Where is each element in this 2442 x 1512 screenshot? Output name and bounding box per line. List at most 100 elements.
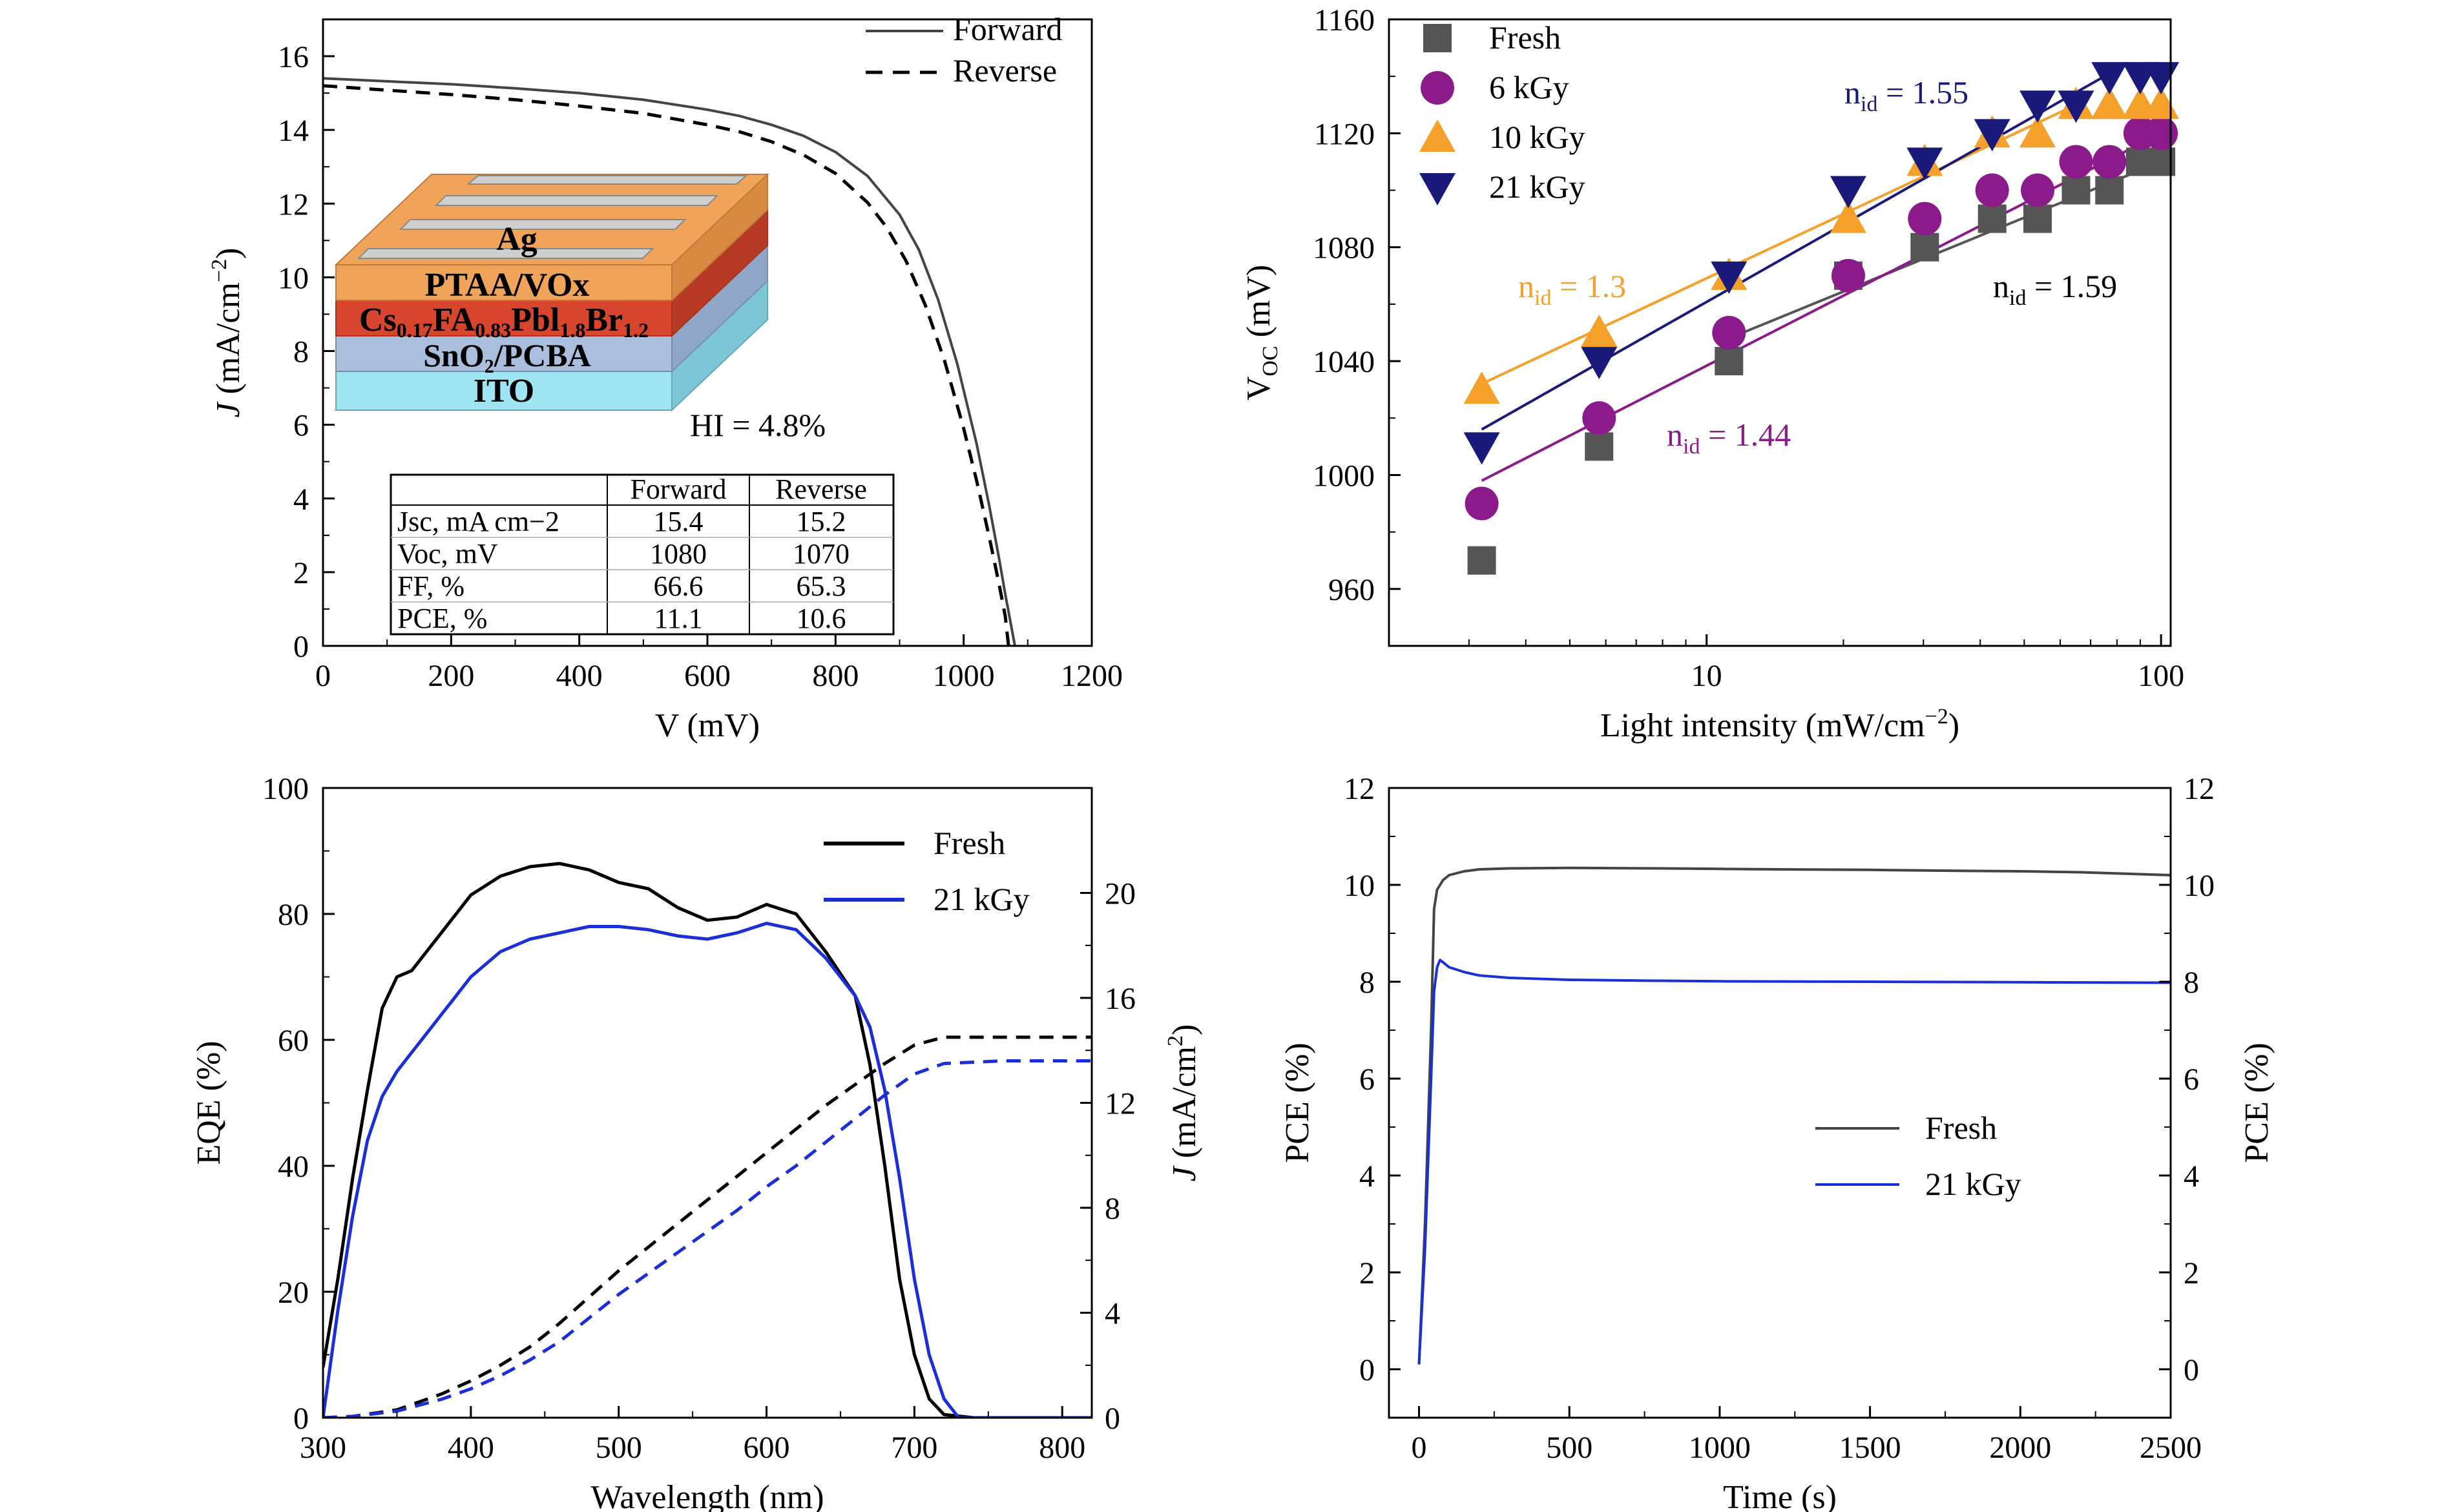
jv-xtick-label: 600 <box>684 659 731 693</box>
device-stack-inset: Ag PTAA/VOx Cs0.17FA0.83Pbl1.8Br1.2 SnO₂… <box>334 172 769 412</box>
voc-point <box>1830 176 1866 209</box>
voc-point <box>1581 315 1618 347</box>
eqe-xtick-label: 700 <box>891 1431 937 1465</box>
jv-series-reverse <box>323 84 1010 646</box>
voc-legend-marker <box>1419 173 1456 205</box>
voc-ytick-label: 1000 <box>1313 459 1375 493</box>
jv-panel: 0 200 400 600 800 1000 1200 0 2 4 6 8 10 12 14 16 V (mV)… <box>207 11 1123 744</box>
jv-xtick-label: 0 <box>315 659 331 693</box>
jv-xlabel: V (mV) <box>655 707 760 744</box>
jv-series-forward <box>323 77 1016 646</box>
pce-legend-label: Fresh <box>1925 1110 1997 1146</box>
jv-legend: Forward Reverse <box>866 11 1062 88</box>
eqe-ytick-label: 60 <box>278 1024 309 1058</box>
jv-ytick-label: 12 <box>278 187 309 222</box>
pce-ytick-label: 10 <box>1344 869 1375 903</box>
table-cell: Jsc, mA cm−2 <box>397 506 559 537</box>
layer-label-perovskite: Cs0.17FA0.83Pbl1.8Br1.2 <box>359 302 649 342</box>
eqe-ytick-right-label: 4 <box>1105 1297 1120 1331</box>
voc-point <box>1831 258 1865 293</box>
voc-point <box>1978 204 2007 233</box>
pce-frame <box>1388 787 2172 1419</box>
jv-legend-label: Forward <box>953 11 1062 47</box>
voc-point <box>2019 115 2056 148</box>
pce-ytick-label: 0 <box>1359 1353 1375 1387</box>
voc-point <box>1463 432 1500 465</box>
layer-label-ito: ITO <box>474 373 534 409</box>
jv-ytick-label: 10 <box>278 261 309 295</box>
voc-ytick-label: 960 <box>1328 573 1375 607</box>
pce-ytick-right-label: 8 <box>2184 966 2199 1000</box>
hi-annotation: HI = 4.8% <box>690 407 826 443</box>
pce-ytick-label: 12 <box>1344 772 1375 806</box>
eqe-ytick-label: 0 <box>293 1402 309 1436</box>
eqe-panel: 300 400 500 600 700 800 0 20 40 60 80 100 0 4 8 12 16 20 W… <box>191 772 1203 1512</box>
voc-ytick-label: 1120 <box>1314 117 1375 151</box>
ag-strip-1 <box>357 248 654 259</box>
eqe-series-2 <box>323 1035 1092 1418</box>
eqe-xtick-label: 800 <box>1039 1431 1085 1465</box>
voc-legend-label: 21 kGy <box>1489 169 1585 205</box>
table-cell: 1070 <box>793 538 850 570</box>
eqe-ytick-right-label: 0 <box>1105 1402 1120 1436</box>
voc-point <box>2144 116 2178 150</box>
voc-point <box>2023 204 2052 233</box>
eqe-xtick-label: 300 <box>300 1431 346 1465</box>
voc-xtick-label: 100 <box>2138 659 2184 693</box>
voc-point <box>2058 90 2094 123</box>
pce-xtick-label: 0 <box>1412 1431 1427 1465</box>
jv-ytick-label: 16 <box>278 40 309 74</box>
pce-xtick-label: 2500 <box>2140 1431 2202 1465</box>
eqe-series-1 <box>323 922 1092 1418</box>
voc-point <box>1974 119 2010 152</box>
jv-xtick-label: 800 <box>812 659 859 693</box>
table-header-reverse: Reverse <box>775 473 867 505</box>
voc-ytick-label: 1080 <box>1313 231 1375 265</box>
voc-legend-label: 10 kGy <box>1489 119 1585 155</box>
voc-point <box>2059 145 2093 179</box>
voc-point <box>1906 147 1943 180</box>
voc-nid-label: nid = 1.3 <box>1518 268 1626 310</box>
voc-ytick-label: 1160 <box>1314 3 1375 37</box>
pce-ytick-right-label: 4 <box>2184 1159 2199 1194</box>
jv-ytick-label: 6 <box>293 409 309 443</box>
voc-ylabel: VOC (mV) <box>1240 265 1282 400</box>
voc-point <box>2092 145 2127 179</box>
eqe-xlabel: Wavelength (nm) <box>590 1479 824 1512</box>
table-cell: FF, % <box>397 570 464 602</box>
eqe-ytick-label: 100 <box>262 772 309 806</box>
jv-xtick-label: 200 <box>428 659 474 693</box>
voc-point <box>1585 432 1614 461</box>
jv-xtick-label: 1200 <box>1061 659 1123 693</box>
jv-ytick-label: 0 <box>293 630 309 664</box>
pce-ytick-label: 4 <box>1359 1159 1375 1194</box>
voc-point <box>1582 401 1616 435</box>
pce-ytick-right-label: 12 <box>2184 772 2215 806</box>
voc-nid-label: nid = 1.55 <box>1844 74 1968 116</box>
eqe-legend-label: Fresh <box>934 825 1005 861</box>
eqe-xtick-label: 400 <box>448 1431 494 1465</box>
table-cell: 15.4 <box>654 506 704 537</box>
layer-label-sno2: SnO₂/PCBA <box>423 337 591 373</box>
voc-legend-label: 6 kGy <box>1489 69 1569 105</box>
pce-ytick-label: 2 <box>1359 1256 1375 1290</box>
voc-nid-label: nid = 1.44 <box>1667 417 1791 459</box>
jv-legend-label: Reverse <box>953 52 1057 88</box>
voc-point <box>1715 347 1744 376</box>
jv-ytick-label: 14 <box>278 114 309 148</box>
eqe-series-3 <box>323 1059 1092 1418</box>
eqe-ylabel-right: J (mA/cm2) <box>1164 1024 1203 1182</box>
voc-point <box>2061 176 2091 205</box>
voc-xlabel: Light intensity (mW/cm−2) <box>1600 705 1959 744</box>
voc-legend-marker <box>1421 71 1454 105</box>
eqe-ytick-label: 80 <box>278 898 309 932</box>
pce-xtick-label: 2000 <box>1989 1431 2051 1465</box>
ag-strip-4 <box>466 175 748 185</box>
pce-ytick-right-label: 2 <box>2184 1256 2199 1290</box>
pce-ytick-label: 6 <box>1359 1062 1375 1097</box>
voc-xtick-label: 10 <box>1691 659 1722 693</box>
voc-point <box>1465 486 1499 521</box>
eqe-ytick-right-label: 12 <box>1105 1087 1136 1121</box>
eqe-ytick-right-label: 16 <box>1105 982 1136 1016</box>
